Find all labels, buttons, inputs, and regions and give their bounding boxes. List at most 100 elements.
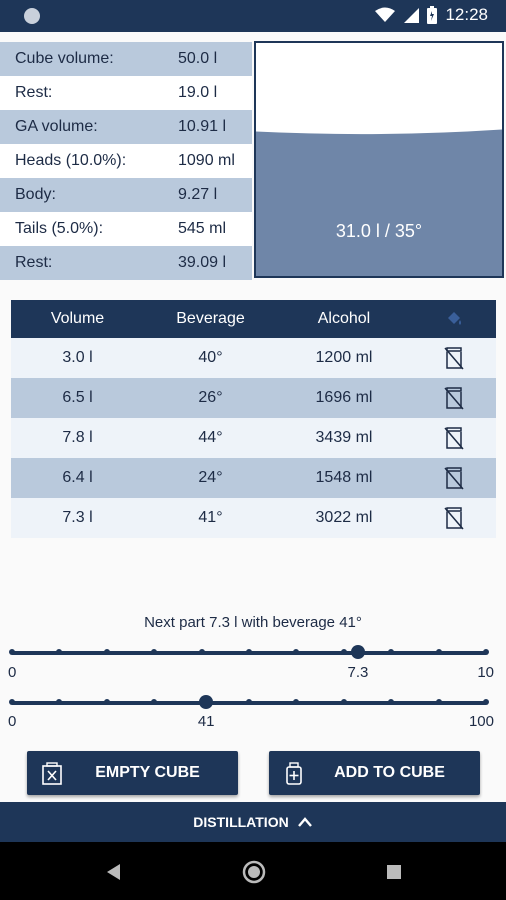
cell-volume: 7.8 l <box>62 429 93 446</box>
parts-table: Volume Beverage Alcohol 3.0 l 40° 1200 m… <box>11 300 496 538</box>
slider-tick <box>435 649 442 655</box>
slider-tick <box>246 699 252 705</box>
home-icon[interactable] <box>242 860 266 884</box>
cell-volume: 6.4 l <box>62 469 93 486</box>
stat-label: Rest: <box>15 254 53 271</box>
slider-tick <box>483 699 489 705</box>
slider-tick <box>388 699 395 705</box>
clock: 12:28 <box>445 5 488 24</box>
stat-row: Rest: 19.0 l <box>0 76 252 110</box>
stat-value: 545 ml <box>178 220 227 237</box>
stat-value: 19.0 l <box>178 84 218 101</box>
slider-tick <box>151 699 158 705</box>
clear-jar-icon[interactable] <box>411 466 496 490</box>
slider-tick <box>483 649 489 655</box>
header-volume: Volume <box>50 310 105 327</box>
distillation-label: DISTILLATION <box>193 814 289 830</box>
cell-alcohol: 3022 ml <box>315 509 373 526</box>
chevron-up-icon <box>297 817 312 827</box>
distillation-bar[interactable]: DISTILLATION <box>0 802 506 842</box>
slider-thumb[interactable] <box>199 695 214 709</box>
header-beverage: Beverage <box>176 310 245 327</box>
slider-tick <box>56 649 63 655</box>
stat-label: Heads (10.0%): <box>15 152 127 169</box>
stat-value: 50.0 l <box>178 50 218 67</box>
beverage-slider-max: 100 <box>468 713 494 730</box>
status-bar: 12:28 <box>0 0 506 32</box>
add-to-cube-button[interactable]: ADD TO CUBE <box>269 751 480 795</box>
table-header: Volume Beverage Alcohol <box>11 300 496 338</box>
cube-visual: 31.0 l / 35° <box>254 41 504 278</box>
next-part-label: Next part 7.3 l with beverage 41° <box>144 614 362 631</box>
slider-tick <box>435 699 442 705</box>
slider-tick <box>103 699 110 705</box>
table-row: 7.3 l 41° 3022 ml <box>11 498 496 538</box>
stats-list: Cube volume: 50.0 l Rest: 19.0 l GA volume… <box>0 42 252 280</box>
stat-value: 39.09 l <box>178 254 227 271</box>
stat-row: Tails (5.0%): 545 ml <box>0 212 252 246</box>
slider-tick <box>340 699 347 705</box>
volume-slider-value: 7.3 <box>347 664 369 681</box>
liquid-surface <box>256 129 502 276</box>
cell-beverage: 41° <box>198 509 223 526</box>
slider-tick <box>340 649 347 655</box>
cell-volume: 7.3 l <box>62 509 93 526</box>
slider-tick <box>56 699 63 705</box>
header-alcohol: Alcohol <box>317 310 371 327</box>
volume-slider-min: 0 <box>8 664 17 681</box>
stat-value: 9.27 l <box>178 186 218 203</box>
stat-label: Rest: <box>15 84 53 101</box>
slider-tick <box>388 649 395 655</box>
slider-tick <box>151 649 158 655</box>
cell-beverage: 40° <box>198 349 223 366</box>
clear-jar-icon[interactable] <box>411 386 496 410</box>
beverage-slider[interactable] <box>9 695 489 709</box>
slider-tick <box>103 649 110 655</box>
stat-row: Heads (10.0%): 1090 ml <box>0 144 252 178</box>
add-to-cube-label: ADD TO CUBE <box>334 764 445 781</box>
empty-cube-label: EMPTY CUBE <box>95 764 200 781</box>
recents-icon[interactable] <box>385 863 403 881</box>
cell-volume: 3.0 l <box>62 349 93 366</box>
empty-cube-button[interactable]: EMPTY CUBE <box>27 751 238 795</box>
wifi-icon <box>375 7 396 22</box>
slider-thumb[interactable] <box>351 645 366 659</box>
slider-tick <box>9 649 15 655</box>
cell-alcohol: 1200 ml <box>315 349 373 366</box>
stat-value: 1090 ml <box>178 152 235 169</box>
cube-fill-caption: 31.0 l / 35° <box>335 221 423 241</box>
clear-jar-icon[interactable] <box>411 346 496 370</box>
stat-label: Cube volume: <box>15 50 114 67</box>
volume-slider[interactable] <box>9 645 489 659</box>
cell-volume: 6.5 l <box>62 389 93 406</box>
stat-row: Rest: 39.09 l <box>0 246 252 280</box>
slider-tick <box>293 649 300 655</box>
stat-label: Body: <box>15 186 56 203</box>
table-row: 7.8 l 44° 3439 ml <box>11 418 496 458</box>
stat-row: GA volume: 10.91 l <box>0 110 252 144</box>
notification-dot-icon <box>24 8 40 24</box>
cell-beverage: 26° <box>198 389 223 406</box>
back-icon[interactable] <box>104 862 122 882</box>
slider-tick <box>198 649 205 655</box>
table-row: 3.0 l 40° 1200 ml <box>11 338 496 378</box>
slider-tick <box>246 649 252 655</box>
table-row: 6.5 l 26° 1696 ml <box>11 378 496 418</box>
system-nav-bar <box>0 842 506 900</box>
paint-bucket-icon[interactable] <box>411 309 496 329</box>
beverage-slider-min: 0 <box>8 713 17 730</box>
add-to-cube-icon <box>286 762 302 785</box>
slider-tick <box>9 699 15 705</box>
empty-cube-icon <box>42 762 62 785</box>
system-icons: 12:28 <box>375 5 488 25</box>
cell-alcohol: 1696 ml <box>315 389 373 406</box>
clear-jar-icon[interactable] <box>411 506 496 530</box>
cell-beverage: 24° <box>198 469 223 486</box>
slider-tick <box>293 699 300 705</box>
stat-row: Cube volume: 50.0 l <box>0 42 252 76</box>
cell-beverage: 44° <box>198 429 223 446</box>
table-row: 6.4 l 24° 1548 ml <box>11 458 496 498</box>
clear-jar-icon[interactable] <box>411 426 496 450</box>
cell-alcohol: 3439 ml <box>315 429 373 446</box>
cell-alcohol: 1548 ml <box>315 469 373 486</box>
